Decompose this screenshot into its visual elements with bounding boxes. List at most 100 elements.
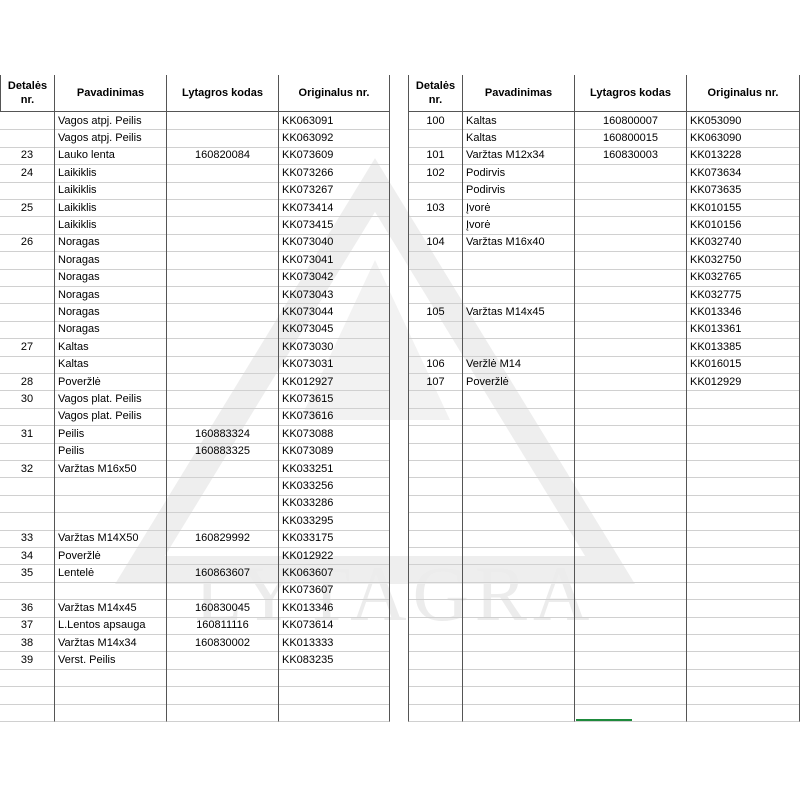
detail-number: 24 [0,164,55,183]
part-name [463,442,575,461]
detail-number: 103 [408,199,463,218]
detail-number [0,355,55,374]
lytagra-code: 160883325 [167,442,279,461]
detail-number: 23 [0,146,55,166]
original-number: KK033251 [279,460,390,479]
original-number [687,581,800,601]
original-number: KK013385 [687,338,800,357]
original-number: KK073635 [687,181,800,200]
original-number: KK073414 [279,199,390,218]
original-number [279,668,390,688]
detail-number [408,599,463,618]
column-header: Lytagros kodas [575,75,687,112]
original-number [687,529,800,548]
lytagra-code [575,199,687,218]
original-number [687,425,800,444]
original-number: KK073044 [279,303,390,322]
lytagra-code: 160820084 [167,146,279,166]
lytagra-code [575,355,687,374]
part-name: Peilis [55,442,167,461]
original-number: KK013361 [687,320,800,340]
part-name [55,512,167,531]
lytagra-code [167,407,279,427]
lytagra-code: 160883324 [167,425,279,444]
part-name: Lauko lenta [55,146,167,166]
lytagra-code: 160830003 [575,146,687,166]
original-number: KK073042 [279,268,390,287]
part-name: Kaltas [55,338,167,357]
original-number: KK073043 [279,286,390,305]
detail-number [408,686,463,705]
part-name [463,616,575,635]
detail-number [0,216,55,235]
detail-number [408,442,463,461]
part-name [463,512,575,531]
detail-number [408,581,463,601]
part-name: Varžtas M14x45 [463,303,575,322]
lytagra-code [167,286,279,305]
detail-number [408,547,463,566]
part-name [463,564,575,583]
original-number: KK083235 [279,651,390,670]
part-name: Vagos atpj. Peilis [55,129,167,148]
original-number: KK073040 [279,233,390,253]
detail-number [408,425,463,444]
part-name [463,547,575,566]
lytagra-code [167,460,279,479]
original-number [687,390,800,409]
original-number [687,599,800,618]
lytagra-code [167,268,279,287]
detail-number: 28 [0,373,55,392]
lytagra-code [575,668,687,688]
lytagra-code [575,425,687,444]
detail-number [0,407,55,427]
original-number: KK073615 [279,390,390,409]
column-header: Detalės nr. [0,75,55,112]
part-name: Kaltas [463,129,575,148]
lytagra-code [575,303,687,322]
detail-number: 31 [0,425,55,444]
part-name: Poveržlė [463,373,575,392]
lytagra-code [575,703,687,722]
detail-number [408,407,463,427]
detail-number [0,477,55,496]
lytagra-code [575,233,687,253]
original-number: KK033175 [279,529,390,548]
original-number: KK073616 [279,407,390,427]
detail-number [0,251,55,270]
detail-number [0,268,55,287]
original-number: KK073045 [279,320,390,340]
original-number [687,547,800,566]
lytagra-code: 160800015 [575,129,687,148]
lytagra-code [575,616,687,635]
detail-number [0,129,55,148]
lytagra-code [575,390,687,409]
lytagra-code [167,251,279,270]
part-name: Vagos plat. Peilis [55,390,167,409]
lytagra-code [167,373,279,392]
part-name: Laikiklis [55,181,167,200]
part-name: Noragas [55,251,167,270]
original-number: KK032740 [687,233,800,253]
lytagra-code [575,251,687,270]
detail-number: 30 [0,390,55,409]
detail-number [408,529,463,548]
lytagra-code [167,668,279,688]
detail-number [408,268,463,287]
lytagra-code [167,477,279,496]
lytagra-code: 160830045 [167,599,279,618]
part-name: Laikiklis [55,216,167,235]
part-name: Vagos plat. Peilis [55,407,167,427]
detail-number [408,129,463,148]
part-name [463,268,575,287]
original-number: KK073634 [687,164,800,183]
part-name: Laikiklis [55,199,167,218]
original-number: KK073267 [279,181,390,200]
part-name: Poveržlė [55,547,167,566]
detail-number: 37 [0,616,55,635]
part-name [463,390,575,409]
original-number: KK073614 [279,616,390,635]
lytagra-code: 160800007 [575,112,687,131]
detail-number [408,668,463,688]
